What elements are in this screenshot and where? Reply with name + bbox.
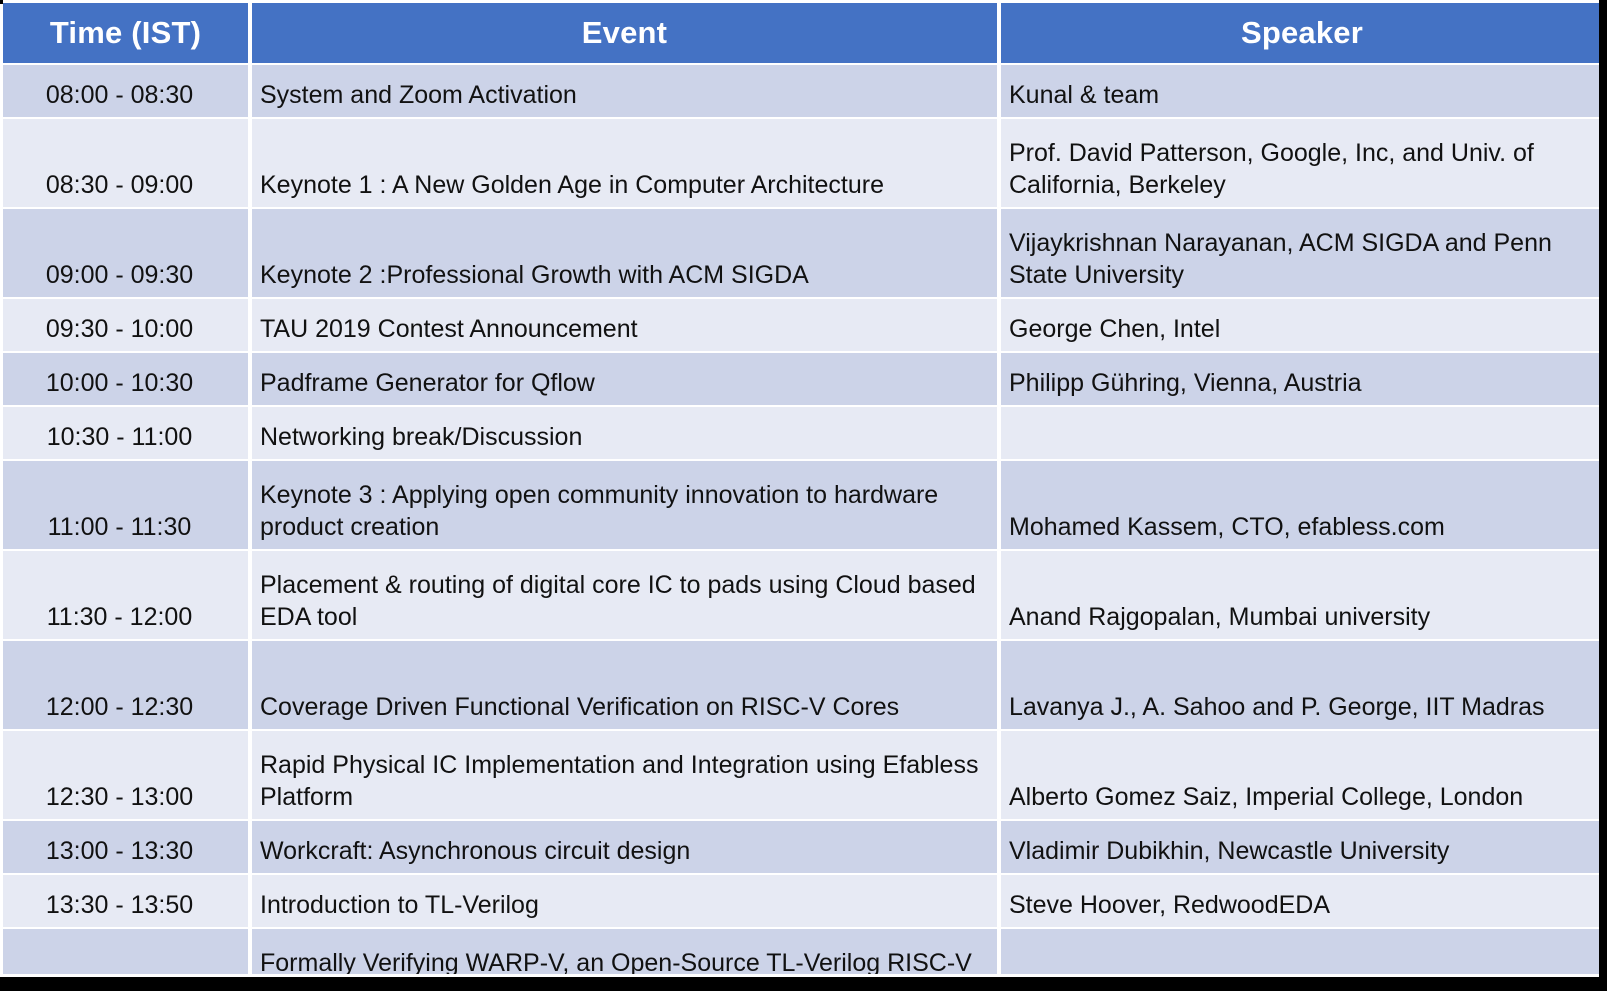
slide-bottom-edge [0,977,1607,991]
cell-speaker [1001,407,1599,459]
column-header-speaker[interactable]: Speaker [1001,3,1599,63]
table-header-row: Time (IST) Event Speaker [3,3,1599,63]
cell-speaker: Ákos Hadnagy, TU Delft [1001,929,1599,974]
column-header-time[interactable]: Time (IST) [3,3,248,63]
table-row[interactable]: 12:00 - 12:30 Coverage Driven Functional … [3,641,1599,729]
cell-time: 12:00 - 12:30 [3,641,248,729]
table-row[interactable]: 13:30 - 13:50 Introduction to TL-Verilog S… [3,875,1599,927]
table-row[interactable]: 12:30 - 13:00 Rapid Physical IC Implement… [3,731,1599,819]
cell-event: Padframe Generator for Qflow [252,353,997,405]
table-row[interactable]: 09:00 - 09:30 Keynote 2 :Professional Gro… [3,209,1599,297]
slide-right-edge [1599,0,1607,991]
cell-time: 11:00 - 11:30 [3,461,248,549]
cell-event: Placement & routing of digital core IC t… [252,551,997,639]
table-row[interactable]: 10:00 - 10:30 Padframe Generator for Qflo… [3,353,1599,405]
table-body: 08:00 - 08:30 System and Zoom Activation K… [3,65,1599,974]
column-header-event[interactable]: Event [252,3,997,63]
slide-top-left-edge [0,0,3,4]
cell-speaker: Steve Hoover, RedwoodEDA [1001,875,1599,927]
cell-event: Coverage Driven Functional Verification … [252,641,997,729]
cell-time: 09:00 - 09:30 [3,209,248,297]
table-row[interactable]: 11:00 - 11:30 Keynote 3 : Applying open c… [3,461,1599,549]
table-header: Time (IST) Event Speaker [3,3,1599,63]
cell-event: Rapid Physical IC Implementation and Int… [252,731,997,819]
cell-time: 12:30 - 13:00 [3,731,248,819]
table-row[interactable]: 13:50 - 14:20Formally Verifying WARP-V, … [3,929,1599,974]
cell-speaker: Vladimir Dubikhin, Newcastle University [1001,821,1599,873]
cell-time: 09:30 - 10:00 [3,299,248,351]
cell-time: 10:00 - 10:30 [3,353,248,405]
cell-speaker: Lavanya J., A. Sahoo and P. George, IIT … [1001,641,1599,729]
cell-speaker: Anand Rajgopalan, Mumbai university [1001,551,1599,639]
table-row[interactable]: 08:30 - 09:00 Keynote 1 : A New Golden Ag… [3,119,1599,207]
cell-speaker: Alberto Gomez Saiz, Imperial College, Lo… [1001,731,1599,819]
cell-speaker: Kunal & team [1001,65,1599,117]
cell-event: Keynote 1 : A New Golden Age in Computer… [252,119,997,207]
cell-event: Networking break/Discussion [252,407,997,459]
table-row[interactable]: 08:00 - 08:30 System and Zoom Activation K… [3,65,1599,117]
table-row[interactable]: 09:30 - 10:00 TAU 2019 Contest Announceme… [3,299,1599,351]
cell-event: Keynote 2 :Professional Growth with ACM … [252,209,997,297]
cell-speaker: Vijaykrishnan Narayanan, ACM SIGDA and P… [1001,209,1599,297]
cell-time: 08:00 - 08:30 [3,65,248,117]
cell-time: 13:30 - 13:50 [3,875,248,927]
cell-time: 13:00 - 13:30 [3,821,248,873]
cell-event: Introduction to TL-Verilog [252,875,997,927]
cell-event: Keynote 3 : Applying open community inno… [252,461,997,549]
cell-time: 10:30 - 11:00 [3,407,248,459]
cell-speaker: Prof. David Patterson, Google, Inc, and … [1001,119,1599,207]
cell-time: 08:30 - 09:00 [3,119,248,207]
cell-time: 13:50 - 14:20 [3,929,248,974]
cell-speaker: George Chen, Intel [1001,299,1599,351]
cell-speaker: Philipp Gühring, Vienna, Austria [1001,353,1599,405]
cell-speaker: Mohamed Kassem, CTO, efabless.com [1001,461,1599,549]
schedule-table-container: Time (IST) Event Speaker 08:00 - 08:30 Sy… [3,3,1599,974]
cell-event: Formally Verifying WARP-V, an Open-Sourc… [252,929,997,974]
cell-event: System and Zoom Activation [252,65,997,117]
cell-event: TAU 2019 Contest Announcement [252,299,997,351]
table-row[interactable]: 10:30 - 11:00 Networking break/Discussion [3,407,1599,459]
schedule-table: Time (IST) Event Speaker 08:00 - 08:30 Sy… [3,3,1599,974]
table-row[interactable]: 13:00 - 13:30 Workcraft: Asynchronous cir… [3,821,1599,873]
table-row[interactable]: 11:30 - 12:00 Placement & routing of digi… [3,551,1599,639]
cell-event: Workcraft: Asynchronous circuit design [252,821,997,873]
cell-time: 11:30 - 12:00 [3,551,248,639]
